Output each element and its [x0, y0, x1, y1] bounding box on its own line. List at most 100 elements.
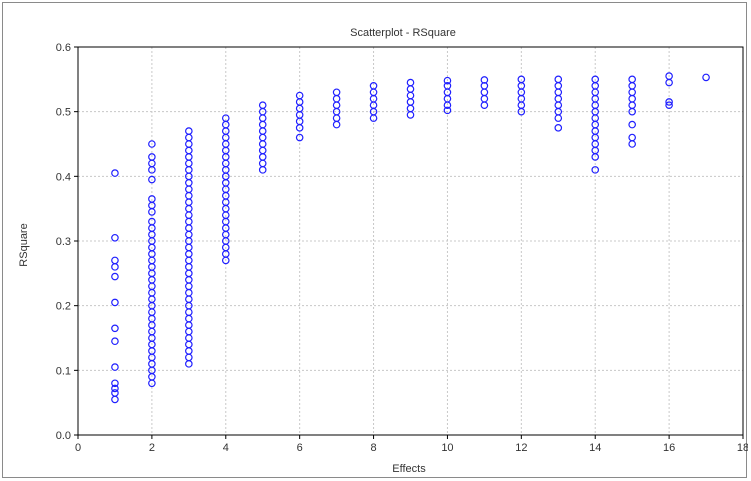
data-point [148, 175, 156, 184]
data-point [406, 85, 415, 93]
data-point [258, 140, 267, 148]
data-point [443, 76, 452, 85]
data-point [406, 91, 415, 100]
y-tick-label: 0.2 [56, 301, 71, 313]
data-point [185, 146, 193, 155]
data-point [591, 153, 600, 161]
data-point [554, 82, 563, 90]
data-point [185, 217, 193, 226]
data-point [258, 159, 267, 168]
data-point [369, 114, 378, 122]
axis-ticks: 0 2 4 6 8 10 12 14 16 18 0.0 0.1 0.2 0.3 0.4 0.5 0.6 [56, 42, 748, 454]
data-point [221, 256, 230, 265]
x-tick-label: 12 [515, 442, 527, 454]
data-point [554, 94, 563, 103]
data-point [185, 347, 193, 355]
data-point [185, 140, 193, 148]
data-point [185, 133, 193, 142]
data-point [185, 321, 193, 329]
scatter-chart: Scatterplot - RSquare 0 2 4 6 8 10 12 14 16 18 0.0… [18, 27, 748, 475]
data-point [185, 198, 193, 207]
data-point [480, 101, 489, 110]
data-point [332, 88, 341, 97]
data-point [628, 75, 636, 84]
data-point [628, 107, 636, 116]
data-point [406, 111, 415, 119]
data-point [185, 295, 193, 304]
data-point [185, 327, 193, 336]
data-points [111, 72, 710, 404]
data-point [111, 169, 119, 177]
data-point [443, 106, 452, 115]
chart-title: Scatterplot - RSquare [350, 27, 456, 39]
data-point [665, 98, 673, 106]
data-point [148, 140, 156, 148]
x-tick-label: 18 [737, 442, 748, 454]
data-point [185, 282, 193, 291]
data-point [628, 120, 636, 129]
data-point [480, 88, 489, 97]
data-point [665, 78, 673, 87]
x-tick-label: 6 [297, 442, 303, 454]
data-point [185, 185, 193, 194]
data-point [111, 324, 119, 333]
data-point [111, 272, 119, 281]
data-point [185, 204, 193, 213]
data-point [111, 233, 119, 242]
data-point [185, 230, 193, 239]
x-tick-label: 8 [370, 442, 376, 454]
data-point [332, 120, 341, 129]
data-point [111, 389, 119, 397]
data-point [258, 133, 267, 142]
x-tick-label: 4 [223, 442, 229, 454]
data-point [406, 78, 415, 87]
data-point [628, 101, 636, 110]
data-point [591, 166, 600, 174]
data-point [185, 314, 193, 323]
y-tick-label: 0.5 [56, 107, 71, 119]
data-point [148, 208, 156, 216]
data-point [517, 107, 526, 116]
data-point [185, 308, 193, 316]
data-point [111, 379, 119, 388]
data-point [258, 166, 267, 174]
data-point [258, 114, 267, 122]
data-point [628, 94, 636, 103]
data-point [185, 166, 193, 174]
data-point [185, 179, 193, 187]
data-point [111, 337, 119, 346]
data-point [702, 73, 710, 82]
data-point [185, 263, 193, 271]
data-point [295, 124, 304, 132]
data-point [332, 114, 341, 122]
data-point [185, 288, 193, 297]
data-point [185, 127, 193, 135]
data-point [185, 250, 193, 258]
data-point [148, 379, 156, 388]
y-tick-label: 0.3 [56, 236, 71, 248]
y-axis-label: RSquare [18, 223, 30, 266]
x-tick-label: 14 [589, 442, 601, 454]
x-axis-label: Effects [392, 463, 426, 475]
data-point [665, 101, 673, 110]
x-tick-label: 2 [149, 442, 155, 454]
data-point [185, 275, 193, 284]
data-point [554, 124, 563, 132]
data-point [332, 101, 341, 110]
data-point [554, 75, 563, 84]
data-point [332, 94, 341, 103]
y-tick-label: 0.4 [56, 171, 71, 183]
data-point [185, 243, 193, 252]
data-point [185, 340, 193, 349]
data-point [295, 133, 304, 142]
data-point [185, 256, 193, 265]
data-point [628, 133, 636, 142]
data-point [258, 146, 267, 155]
data-point [185, 153, 193, 161]
data-point [406, 104, 415, 113]
x-tick-label: 0 [75, 442, 81, 454]
data-point [111, 363, 119, 371]
data-point [628, 140, 636, 148]
data-point [185, 360, 193, 368]
